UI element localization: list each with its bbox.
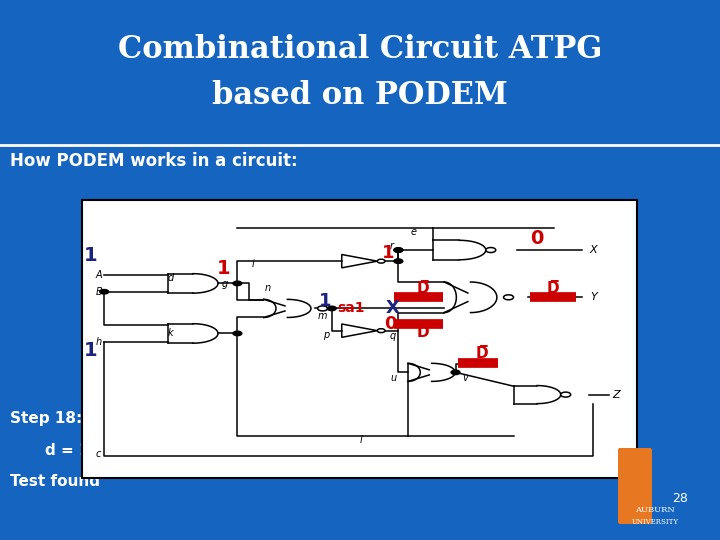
Text: e: e: [410, 227, 417, 237]
Text: 1: 1: [84, 246, 97, 265]
Text: 0: 0: [531, 230, 544, 248]
Circle shape: [377, 329, 385, 333]
Text: l: l: [359, 435, 362, 445]
Circle shape: [233, 331, 242, 336]
FancyBboxPatch shape: [618, 448, 652, 524]
Circle shape: [394, 248, 402, 252]
Bar: [82, 200, 637, 478]
Text: based on PODEM: based on PODEM: [212, 79, 508, 111]
Polygon shape: [444, 282, 497, 313]
Text: sa1: sa1: [338, 301, 365, 315]
Text: Step 18: Forward implications:: Step 18: Forward implications:: [10, 410, 274, 426]
Circle shape: [377, 259, 385, 263]
Text: 28: 28: [672, 491, 688, 504]
Text: h: h: [96, 337, 102, 347]
Text: 1: 1: [382, 244, 395, 262]
Circle shape: [503, 295, 513, 300]
Text: UNIVERSITY: UNIVERSITY: [631, 518, 678, 526]
Text: 1: 1: [217, 259, 230, 278]
Text: d: d: [168, 273, 174, 284]
Text: p: p: [323, 330, 330, 340]
Text: q: q: [390, 331, 396, 341]
Text: m: m: [318, 311, 328, 321]
Text: i: i: [251, 259, 254, 269]
Text: c: c: [96, 449, 102, 460]
Text: X: X: [590, 245, 598, 255]
Polygon shape: [408, 363, 455, 381]
Text: Combinational Circuit ATPG: Combinational Circuit ATPG: [118, 35, 602, 65]
Text: v: v: [462, 373, 468, 383]
Text: A: A: [96, 270, 102, 280]
Text: d = 1, m = 1, r = 1, q = 0, s = D’, v = D, X = 0, Y = D’: d = 1, m = 1, r = 1, q = 0, s = D’, v = …: [45, 442, 496, 457]
Circle shape: [394, 259, 402, 264]
Text: X: X: [386, 299, 400, 318]
Text: D̅: D̅: [417, 326, 430, 340]
Circle shape: [233, 281, 242, 286]
Text: Test found: Test found: [10, 475, 100, 489]
Text: g: g: [222, 279, 228, 289]
Text: 1: 1: [319, 293, 331, 310]
Text: B: B: [96, 287, 103, 297]
Text: D̅: D̅: [475, 346, 488, 361]
Circle shape: [100, 289, 109, 294]
Text: Y: Y: [590, 292, 597, 302]
Text: ●: ●: [28, 441, 44, 459]
Text: 0: 0: [384, 315, 396, 333]
Text: How PODEM works in a circuit:: How PODEM works in a circuit:: [10, 152, 297, 170]
Circle shape: [394, 248, 402, 252]
Text: AUBURN: AUBURN: [635, 506, 675, 514]
Text: u: u: [390, 373, 396, 383]
Text: Z: Z: [612, 389, 620, 400]
Text: k: k: [168, 328, 174, 338]
Circle shape: [318, 306, 328, 311]
Circle shape: [328, 306, 336, 310]
Text: D̅: D̅: [546, 281, 559, 296]
Text: 1: 1: [84, 341, 97, 360]
Circle shape: [561, 392, 571, 397]
Bar: [0, 0, 720, 145]
Polygon shape: [264, 299, 311, 318]
Circle shape: [486, 247, 496, 253]
Text: r: r: [390, 241, 394, 251]
Text: D̅: D̅: [417, 281, 430, 296]
Text: n: n: [265, 283, 271, 293]
Circle shape: [451, 370, 460, 375]
